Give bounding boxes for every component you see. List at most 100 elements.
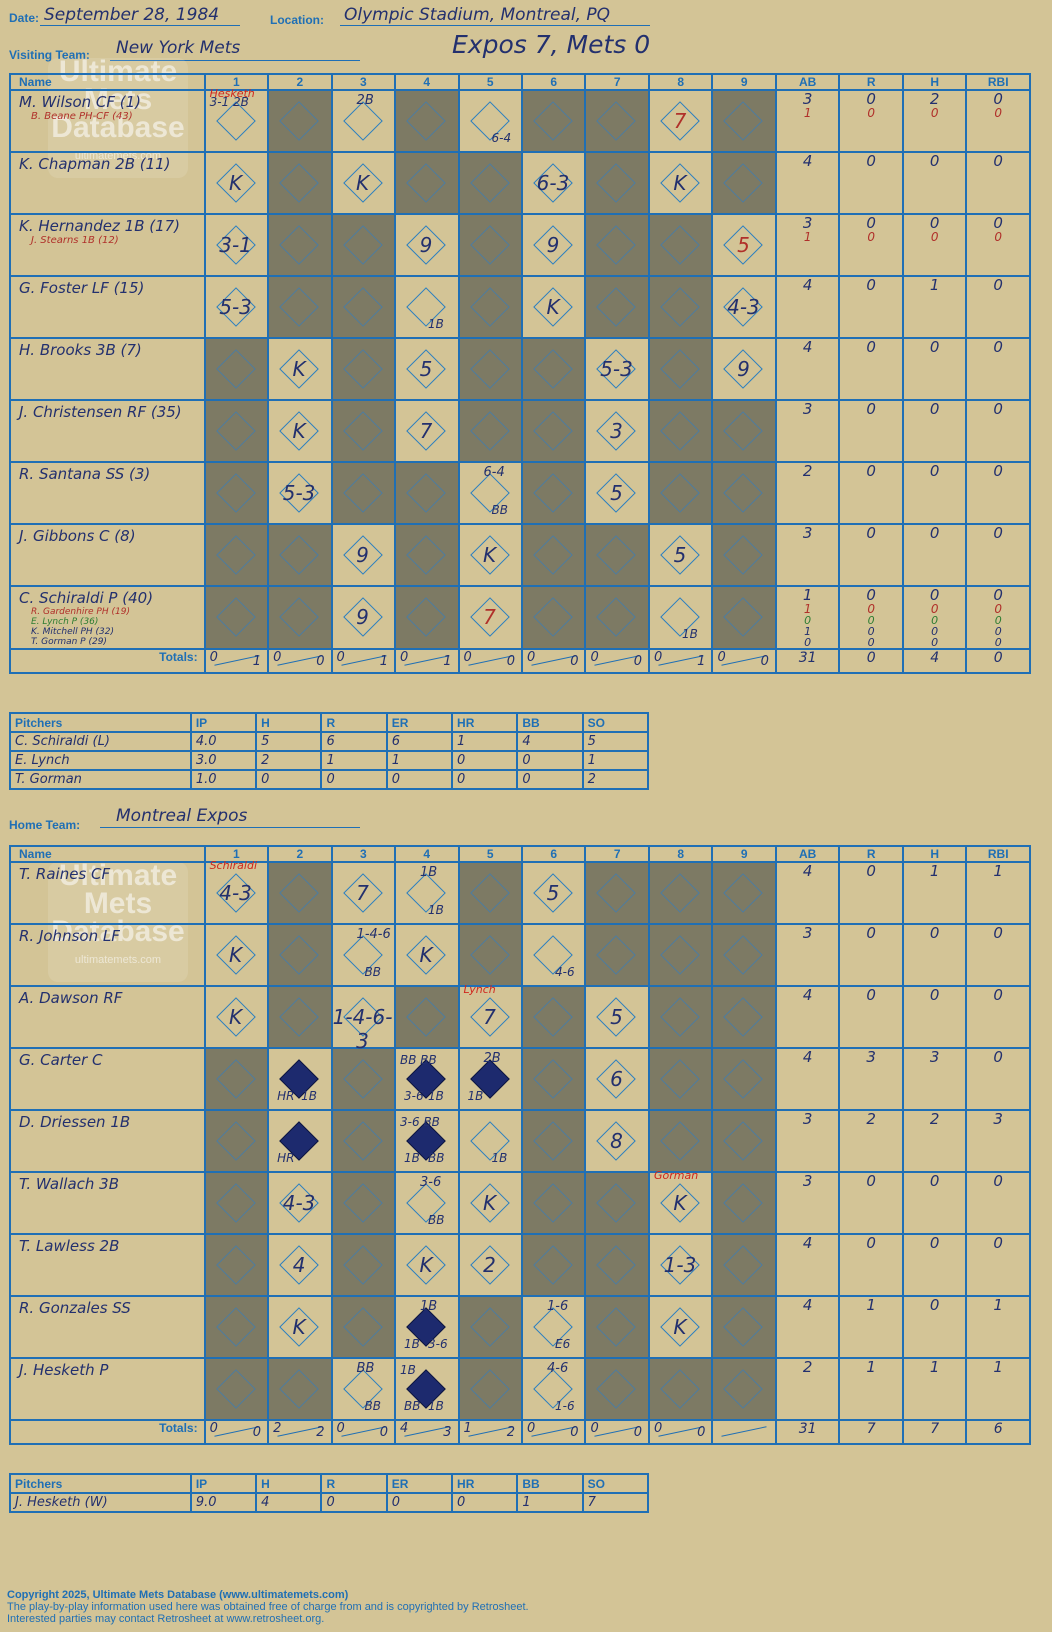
stat-ab: 3 <box>774 523 841 587</box>
play-result: K <box>419 1253 433 1277</box>
base-diamond <box>469 411 510 451</box>
inning-cell: K <box>520 275 587 339</box>
base-diamond <box>279 935 319 975</box>
batter-name: T. Raines CF <box>19 865 111 883</box>
stat-rbi: 0 <box>965 923 1031 987</box>
pitching-stat: 4 <box>516 731 584 752</box>
inning-cell: Schiraldi 4-3 <box>203 859 270 925</box>
inning-cell: 1B 1B <box>394 861 460 925</box>
stat-h: 0 <box>901 1295 968 1359</box>
base-diamond <box>279 163 319 203</box>
inning-runs: 0 <box>653 1421 663 1436</box>
stat-r: 1 <box>838 1357 904 1421</box>
inning-cell <box>647 923 714 987</box>
total-r: 0 <box>838 648 904 674</box>
stat-value: 0 <box>994 614 1002 627</box>
stat-ab: 4 <box>774 1047 841 1111</box>
inning-hits: 0 <box>379 1425 389 1440</box>
inning-cell: K <box>203 151 270 215</box>
stat-value: 1 <box>802 586 813 604</box>
stat-value: 0 <box>931 614 939 627</box>
batter-row: A. Dawson RF K 1-4-6-3 Lynch 7 5 4 0 0 0 <box>9 983 1031 1053</box>
inning-cell <box>520 523 587 587</box>
inning-cell: BB BB <box>330 1357 397 1421</box>
batter-name-cell: R. Johnson LF <box>9 923 206 987</box>
location-underline <box>340 3 650 26</box>
batter-name-cell: C. Schiraldi P (40) R. Gardenhire PH (19)… <box>9 585 206 650</box>
stat-value: 1 <box>804 625 812 638</box>
inning-cell <box>330 275 397 339</box>
play-note-top: 1B <box>420 865 438 880</box>
header-row: Name 1 2 3 4 5 6 7 8 9 AB R H RBI <box>9 73 1031 91</box>
play-result: 7 <box>483 1005 496 1029</box>
play-note-top: 2B <box>356 93 374 108</box>
batter-row: R. Johnson LF K 1-4-6 BB K 4-6 3 0 0 0 <box>9 923 1031 987</box>
base-diamond <box>215 473 256 513</box>
inning-cell: 9 <box>330 585 397 650</box>
substitute-name: T. Gorman P (29) <box>31 637 107 647</box>
batter-name: J. Christensen RF (35) <box>19 403 182 421</box>
pitching-change-note: Gorman <box>653 1169 699 1182</box>
pitching-stat: 6 <box>385 731 454 752</box>
stat-value: 0 <box>929 462 940 480</box>
stat-rbi: 0 <box>965 151 1031 215</box>
stat-rbi: 1 <box>965 861 1031 925</box>
base-diamond <box>279 597 319 637</box>
base-diamond <box>406 473 446 513</box>
base-diamond <box>596 101 637 141</box>
base-diamond <box>215 1121 256 1161</box>
inning-cell <box>457 923 524 987</box>
stat-h: 0 <box>901 1171 968 1235</box>
stat-value: 4 <box>802 276 813 294</box>
play-result: 8 <box>610 1129 623 1153</box>
pitching-col: BB <box>516 1473 584 1494</box>
inning-cell <box>394 523 460 587</box>
batter-name: J. Gibbons C (8) <box>19 527 136 545</box>
batter-row: T. Wallach 3B 4-3 3-6 BB K Gorman K 3 0 0 0 <box>9 1169 1031 1235</box>
stat-value: 0 <box>993 338 1003 356</box>
base-diamond <box>533 535 573 575</box>
pitcher-row: T. Gorman 1.0 0 0 0 0 0 2 <box>9 769 650 790</box>
batter-name: H. Brooks 3B (7) <box>19 341 142 359</box>
stat-h: 0 <box>901 923 968 987</box>
retrosheet-contact: Interested parties may contact Retroshee… <box>7 1613 325 1625</box>
inning-cell <box>267 151 333 215</box>
inning-runs: 0 <box>717 650 726 665</box>
play-note-bottom: BB <box>428 1213 445 1227</box>
pitcher-name: T. Gorman <box>9 769 192 790</box>
base-diamond <box>279 1369 319 1409</box>
base-diamond <box>723 535 764 575</box>
stat-value: 0 <box>993 524 1003 542</box>
stat-value: 0 <box>994 230 1003 244</box>
play-result: 7 <box>356 881 369 905</box>
batter-row: J. Hesketh P BB BB 1B 1B BB 4-6 1-6 2 1 1 1 <box>9 1357 1031 1421</box>
stat-rbi: 0 <box>965 1171 1031 1235</box>
inning-runs: 0 <box>527 650 536 665</box>
base-diamond <box>469 1307 510 1347</box>
play-note-bottom: 1B <box>428 317 444 331</box>
play-result: K <box>482 543 497 567</box>
col-name: Name <box>9 73 206 91</box>
stat-value: 1 <box>866 1296 876 1314</box>
stat-value: 0 <box>867 106 875 120</box>
inning-cell <box>647 985 714 1049</box>
stat-value: 2 <box>866 1110 876 1128</box>
stat-value: 0 <box>867 636 875 649</box>
inning-cell <box>584 585 650 650</box>
inning-runs: 0 <box>463 650 472 665</box>
base-diamond <box>469 935 510 975</box>
batter-row: R. Santana SS (3) 5-3 6-4 BB 5 2 0 0 0 <box>9 461 1031 525</box>
game-date: September 28, 1984 <box>44 5 220 25</box>
stat-h: 0 <box>901 399 968 463</box>
batter-row: M. Wilson CF (1) B. Beane PH-CF (43) Heske… <box>9 87 1031 153</box>
base-diamond <box>660 473 700 513</box>
inning-cell: K <box>457 523 524 587</box>
inning-runs: 4 <box>400 1421 409 1436</box>
play-result: 7 <box>419 419 433 443</box>
inning-cell <box>520 399 587 463</box>
stat-value: 0 <box>867 614 875 627</box>
